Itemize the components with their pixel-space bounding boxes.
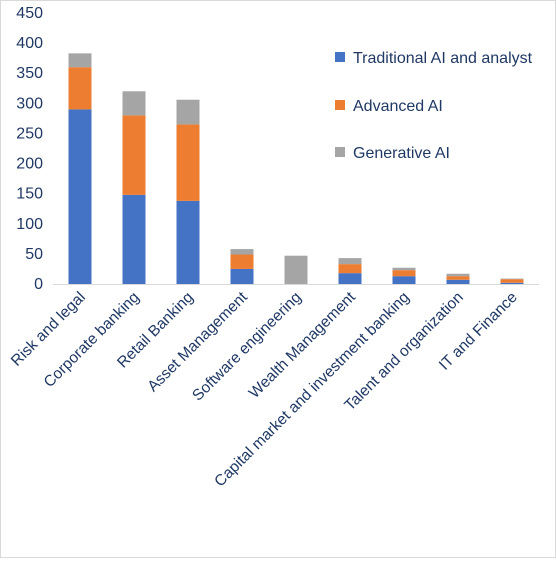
bar-segment-3 <box>338 258 362 265</box>
bars <box>68 53 524 284</box>
bar-segment-2 <box>68 67 92 110</box>
legend: Traditional AI and analyst Advanced AI Gen… <box>335 50 533 162</box>
bar-segment-1 <box>176 200 200 284</box>
bar-segment-1 <box>122 194 146 284</box>
bar-segment-1 <box>392 276 416 284</box>
bar-segment-3 <box>446 273 470 277</box>
legend-label-3: Generative AI <box>353 145 450 162</box>
legend-swatch-3 <box>335 147 345 157</box>
bar-segment-3 <box>122 91 146 116</box>
y-tick-label: 200 <box>16 156 43 173</box>
bar-segment-3 <box>68 53 92 68</box>
y-tick-label: 400 <box>16 35 43 52</box>
y-tick-label: 100 <box>16 216 43 233</box>
bar-segment-3 <box>392 267 416 271</box>
y-tick-label: 250 <box>16 125 43 142</box>
x-category-label: Asset Management <box>144 288 251 395</box>
x-category-label: Capital market and investment banking <box>211 289 412 490</box>
bar-segment-2 <box>392 270 416 277</box>
bar-segment-2 <box>446 276 470 280</box>
legend-label-2: Advanced AI <box>353 98 443 115</box>
bar-segment-1 <box>338 273 362 284</box>
y-tick-label: 300 <box>16 95 43 112</box>
bar-segment-1 <box>230 268 254 284</box>
y-tick-label: 450 <box>16 5 43 22</box>
x-category-label: Software engineering <box>189 289 305 405</box>
bar-segment-3 <box>500 278 524 280</box>
bar-segment-1 <box>68 109 92 284</box>
bar-segment-1 <box>446 279 470 284</box>
y-tick-label: 0 <box>34 276 43 293</box>
bar-segment-2 <box>122 115 146 195</box>
bar-segment-3 <box>284 255 308 284</box>
legend-label-1: Traditional AI and analyst <box>353 50 533 67</box>
y-axis: 0 50 100 150 200 250 300 350 400 450 <box>16 5 43 293</box>
legend-swatch-2 <box>335 100 345 110</box>
legend-swatch-1 <box>335 52 345 62</box>
x-category-label: Corporate banking <box>41 289 143 391</box>
y-tick-label: 50 <box>25 246 43 263</box>
y-tick-label: 150 <box>16 186 43 203</box>
bar-segment-2 <box>338 264 362 274</box>
y-tick-label: 350 <box>16 65 43 82</box>
x-category-label: Wealth Management <box>246 288 359 401</box>
bar-segment-2 <box>500 279 524 283</box>
bar-segment-1 <box>500 282 524 284</box>
bar-segment-3 <box>230 249 254 255</box>
bar-segment-2 <box>230 254 254 269</box>
bar-segment-2 <box>176 124 200 201</box>
bar-segment-3 <box>176 99 200 125</box>
